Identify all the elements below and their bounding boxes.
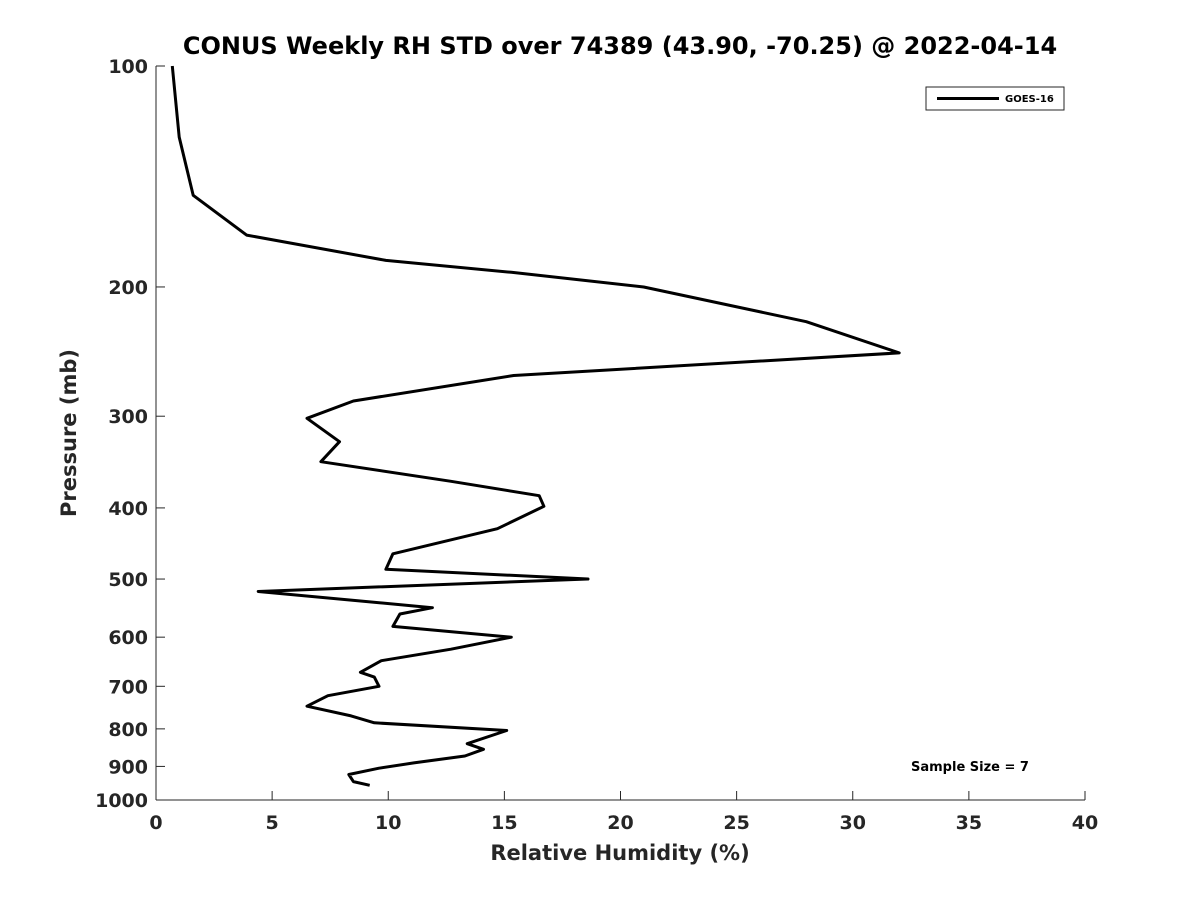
- legend: GOES-16: [925, 86, 1065, 111]
- x-axis-ticks: 0 5 10 15 20 25 30 35 40: [149, 791, 1098, 834]
- y-tick-label-800: 800: [108, 719, 148, 741]
- x-tick-label-40: 40: [1072, 812, 1098, 834]
- x-tick-label-15: 15: [491, 812, 517, 834]
- x-axis-label: Relative Humidity (%): [490, 841, 749, 865]
- x-tick-label-10: 10: [375, 812, 401, 834]
- series-line-goes-16: [170, 65, 901, 787]
- y-axis-label: Pressure (mb): [57, 349, 81, 517]
- y-tick-label-1000: 1000: [95, 790, 148, 812]
- y-tick-label-200: 200: [108, 277, 148, 299]
- y-axis-ticks: 100 200 300 400 500 600 700 800 900 1000: [95, 56, 165, 812]
- x-tick-label-0: 0: [149, 812, 162, 834]
- legend-label: GOES-16: [1005, 94, 1054, 105]
- chart-title: CONUS Weekly RH STD over 74389 (43.90, -…: [183, 32, 1057, 60]
- y-tick-label-400: 400: [108, 498, 148, 520]
- x-tick-label-20: 20: [607, 812, 633, 834]
- y-tick-label-600: 600: [108, 627, 148, 649]
- x-tick-label-25: 25: [723, 812, 749, 834]
- y-tick-label-700: 700: [108, 676, 148, 698]
- y-tick-label-100: 100: [108, 56, 148, 78]
- sample-size-annotation: Sample Size = 7: [911, 760, 1029, 775]
- y-tick-label-300: 300: [108, 406, 148, 428]
- y-tick-label-500: 500: [108, 569, 148, 591]
- x-tick-label-30: 30: [840, 812, 866, 834]
- x-tick-label-5: 5: [266, 812, 279, 834]
- data-series: [170, 65, 901, 787]
- y-tick-label-900: 900: [108, 756, 148, 778]
- x-tick-label-35: 35: [956, 812, 982, 834]
